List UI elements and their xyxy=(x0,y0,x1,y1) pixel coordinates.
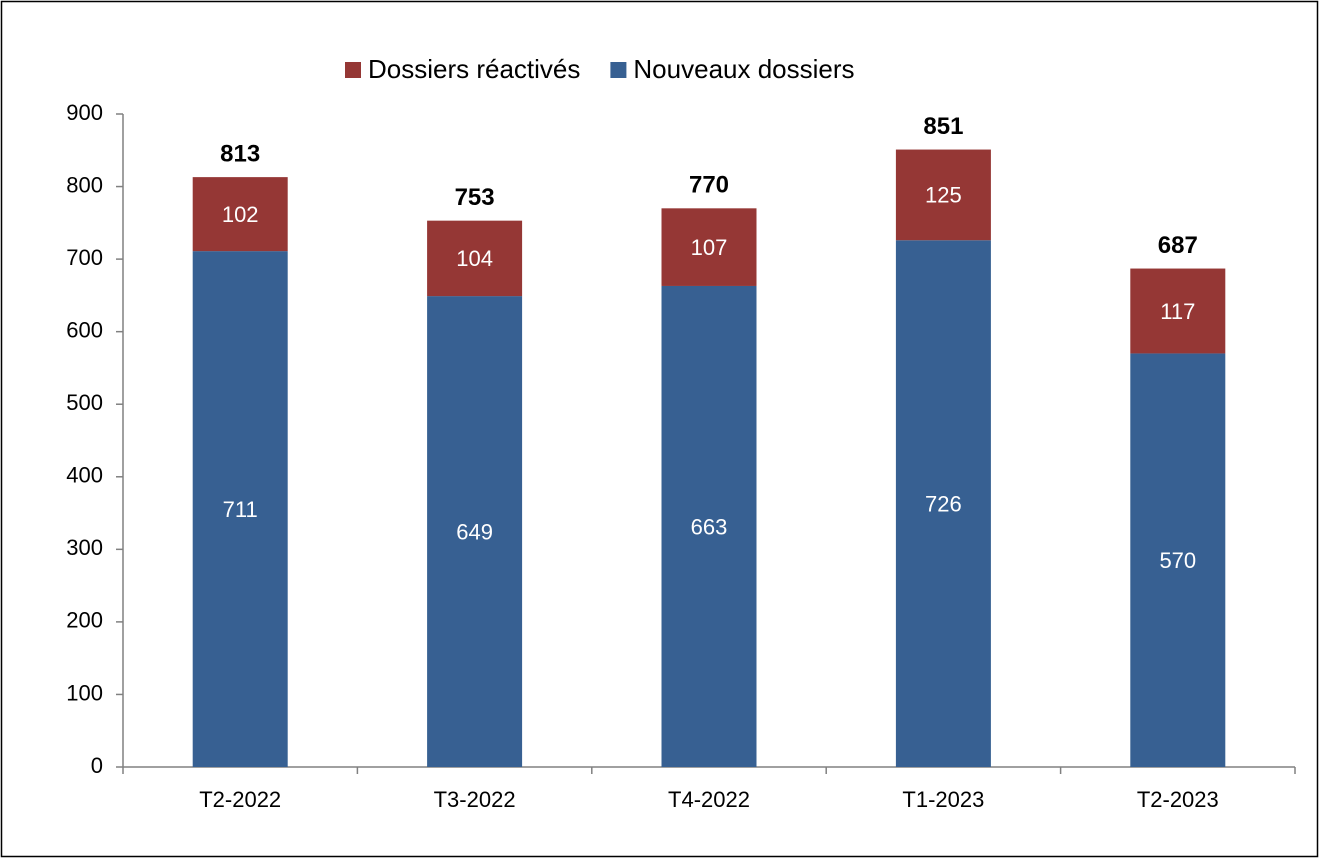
bar-segment xyxy=(427,296,523,767)
bar-segment xyxy=(895,240,991,767)
total-label: 851 xyxy=(923,113,963,140)
y-tick-label: 700 xyxy=(66,245,103,270)
value-label: 102 xyxy=(222,202,259,227)
y-tick-label: 500 xyxy=(66,390,103,415)
legend-label: Dossiers réactivés xyxy=(368,54,580,84)
y-tick-label: 400 xyxy=(66,463,103,488)
bar-segment xyxy=(192,251,288,767)
bar-segment xyxy=(427,220,523,297)
value-label: 104 xyxy=(456,246,493,271)
bar-segment xyxy=(1130,268,1226,354)
legend-swatch xyxy=(345,62,361,78)
value-label: 711 xyxy=(223,497,258,522)
value-label: 117 xyxy=(1160,299,1195,324)
y-tick-label: 300 xyxy=(66,535,103,560)
y-tick-label: 600 xyxy=(66,317,103,342)
x-tick-label: T2-2023 xyxy=(1137,787,1219,812)
value-label: 726 xyxy=(925,491,962,516)
x-tick-label: T1-2023 xyxy=(902,787,984,812)
total-label: 770 xyxy=(689,172,729,199)
value-label: 570 xyxy=(1159,548,1196,573)
total-label: 687 xyxy=(1158,232,1198,259)
legend-label: Nouveaux dossiers xyxy=(633,54,854,84)
total-label: 813 xyxy=(220,140,260,167)
bar-segment xyxy=(661,208,757,286)
bar-segment xyxy=(895,149,991,241)
y-tick-label: 100 xyxy=(66,680,103,705)
value-label: 663 xyxy=(691,514,728,539)
x-tick-label: T3-2022 xyxy=(434,787,516,812)
y-tick-label: 0 xyxy=(91,753,103,778)
x-tick-label: T4-2022 xyxy=(668,787,750,812)
total-label: 753 xyxy=(455,184,495,211)
y-tick-label: 200 xyxy=(66,608,103,633)
legend-swatch xyxy=(610,62,627,78)
x-tick-label: T2-2022 xyxy=(199,787,281,812)
y-tick-label: 800 xyxy=(66,172,103,197)
bar-segment xyxy=(661,285,757,767)
value-label: 649 xyxy=(456,519,493,544)
value-label: 125 xyxy=(925,183,962,208)
y-tick-label: 900 xyxy=(66,100,103,125)
value-label: 107 xyxy=(691,235,728,260)
bar-segment xyxy=(1130,353,1226,767)
bar-segment xyxy=(192,177,288,252)
